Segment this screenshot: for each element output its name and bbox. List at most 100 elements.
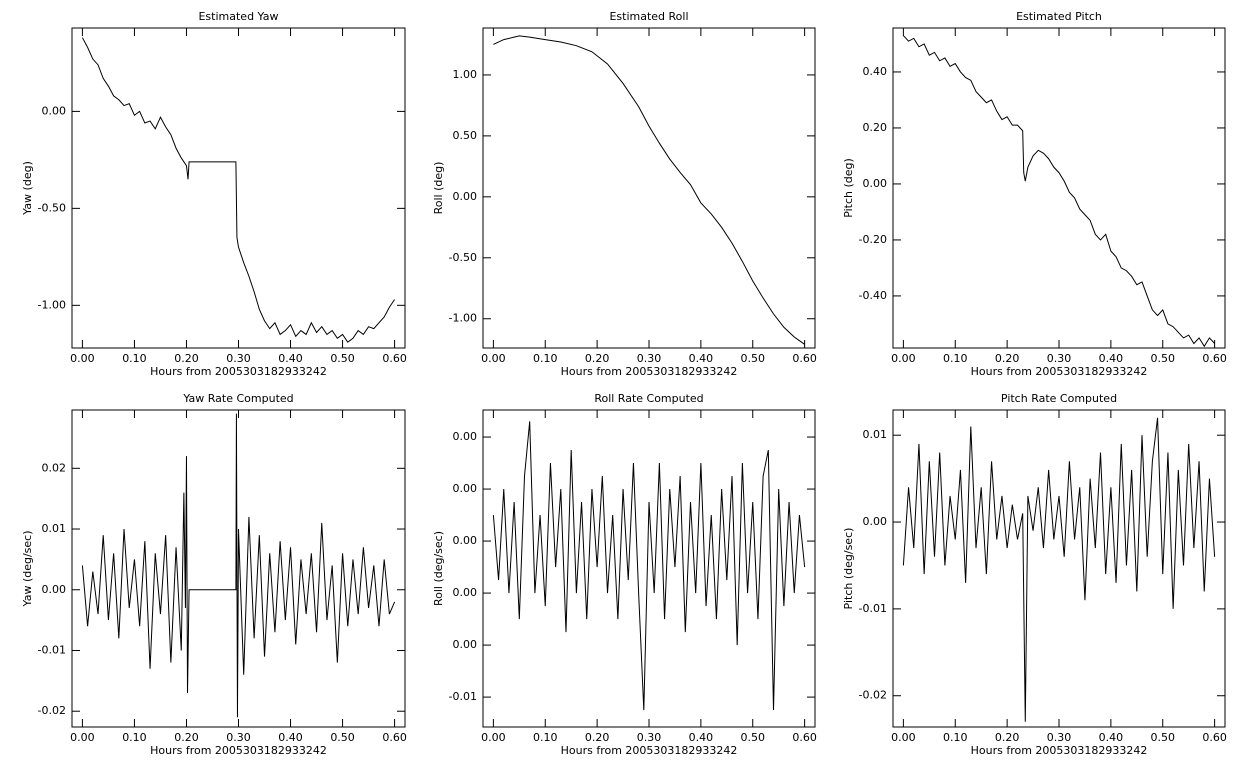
y-axis-label: Roll (deg/sec) (432, 531, 445, 606)
x-tick-label: 0.10 (533, 352, 558, 365)
x-tick-label: 0.00 (70, 731, 95, 744)
y-tick-label: -0.01 (38, 643, 66, 656)
y-tick-label: 0.01 (42, 522, 67, 535)
x-axis-label: Hours from 2005303182933242 (150, 744, 327, 757)
x-tick-label: 0.40 (1099, 731, 1124, 744)
y-tick-label: -1.00 (449, 312, 477, 325)
x-tick-label: 0.20 (995, 731, 1020, 744)
y-tick-label: 0.00 (453, 534, 478, 547)
x-tick-label: 0.60 (1202, 731, 1227, 744)
x-tick-label: 0.60 (792, 731, 817, 744)
x-tick-label: 0.10 (943, 352, 968, 365)
y-axis-label: Pitch (deg) (842, 158, 855, 218)
x-tick-label: 0.50 (1151, 731, 1176, 744)
x-tick-label: 0.60 (792, 352, 817, 365)
x-axis-label: Hours from 2005303182933242 (561, 744, 738, 757)
x-tick-label: 0.40 (278, 731, 303, 744)
x-tick-label: 0.30 (637, 352, 662, 365)
data-line (903, 35, 1215, 348)
data-line (81, 413, 396, 718)
y-tick-label: 0.40 (863, 65, 888, 78)
x-tick-label: 0.50 (741, 352, 766, 365)
plot-frame (482, 409, 816, 728)
y-tick-label: -0.50 (38, 201, 66, 214)
x-tick-label: 0.50 (330, 352, 355, 365)
y-tick-label: 0.00 (453, 190, 478, 203)
panel: Yaw Rate Computed Hours from 200530318293… (21, 392, 407, 757)
x-tick-label: 0.40 (689, 731, 714, 744)
x-tick-label: 0.10 (122, 352, 147, 365)
x-tick-label: 0.20 (585, 731, 610, 744)
x-tick-label: 0.60 (382, 731, 407, 744)
y-tick-label: -0.02 (859, 689, 887, 702)
panel: Roll Rate Computed Hours from 20053031829… (432, 392, 817, 757)
x-tick-label: 0.40 (1099, 352, 1124, 365)
x-tick-label: 0.30 (637, 731, 662, 744)
x-tick-label: 0.20 (174, 352, 199, 365)
x-tick-label: 0.20 (174, 731, 199, 744)
y-axis-label: Yaw (deg) (21, 161, 34, 216)
y-tick-label: 0.00 (42, 104, 67, 117)
x-tick-label: 0.00 (70, 352, 95, 365)
panel: Estimated Pitch Hours from 20053031829332… (842, 10, 1227, 378)
x-tick-label: 0.30 (1047, 731, 1072, 744)
x-tick-label: 0.50 (1151, 352, 1176, 365)
y-tick-label: 0.00 (863, 177, 888, 190)
x-tick-label: 0.10 (533, 731, 558, 744)
x-tick-label: 0.00 (481, 352, 506, 365)
plot-frame (892, 409, 1226, 728)
y-tick-label: 0.00 (453, 638, 478, 651)
y-tick-label: -0.50 (449, 251, 477, 264)
panel-title: Pitch Rate Computed (1001, 392, 1117, 405)
y-tick-label: 1.00 (453, 68, 478, 81)
x-tick-label: 0.40 (278, 352, 303, 365)
y-tick-label: 0.00 (863, 515, 888, 528)
x-axis-label: Hours from 2005303182933242 (150, 365, 327, 378)
panel: Pitch Rate Computed Hours from 2005303182… (842, 392, 1227, 757)
x-tick-label: 0.60 (1202, 352, 1227, 365)
y-tick-label: 0.00 (453, 586, 478, 599)
data-line (902, 417, 1216, 722)
x-tick-label: 0.60 (382, 352, 407, 365)
x-tick-label: 0.10 (122, 731, 147, 744)
x-tick-label: 0.30 (1047, 352, 1072, 365)
y-tick-label: -1.00 (38, 298, 66, 311)
x-tick-label: 0.40 (689, 352, 714, 365)
plot-frame (482, 27, 816, 349)
panel: Estimated Yaw Hours from 2005303182933242… (21, 10, 407, 378)
x-tick-label: 0.30 (226, 731, 251, 744)
x-tick-label: 0.20 (995, 352, 1020, 365)
x-tick-label: 0.10 (943, 731, 968, 744)
x-axis-label: Hours from 2005303182933242 (971, 744, 1148, 757)
y-axis-label: Yaw (deg/sec) (21, 530, 34, 607)
y-tick-label: -0.01 (449, 690, 477, 703)
y-tick-label: 0.00 (453, 430, 478, 443)
y-tick-label: 0.00 (42, 583, 67, 596)
panel-title: Estimated Pitch (1016, 10, 1102, 23)
panel-title: Estimated Roll (609, 10, 688, 23)
x-tick-label: 0.00 (891, 731, 916, 744)
y-axis-label: Roll (deg) (432, 162, 445, 215)
x-tick-label: 0.00 (481, 731, 506, 744)
x-axis-label: Hours from 2005303182933242 (561, 365, 738, 378)
y-tick-label: -0.01 (859, 602, 887, 615)
y-tick-label: -0.02 (38, 704, 66, 717)
y-tick-label: 0.01 (863, 428, 888, 441)
x-tick-label: 0.00 (891, 352, 916, 365)
y-tick-label: 0.02 (42, 461, 67, 474)
x-axis-label: Hours from 2005303182933242 (971, 365, 1148, 378)
panel-title: Roll Rate Computed (594, 392, 703, 405)
x-tick-label: 0.30 (226, 352, 251, 365)
panel: Estimated Roll Hours from 200530318293324… (432, 10, 817, 378)
data-line (81, 37, 396, 343)
x-tick-label: 0.50 (330, 731, 355, 744)
panel-title: Yaw Rate Computed (182, 392, 293, 405)
y-tick-label: -0.40 (859, 289, 887, 302)
y-tick-label: -0.20 (859, 233, 887, 246)
panel-title: Estimated Yaw (198, 10, 278, 23)
plot-frame (71, 27, 406, 349)
plot-frame (892, 27, 1226, 349)
data-line (493, 35, 805, 345)
